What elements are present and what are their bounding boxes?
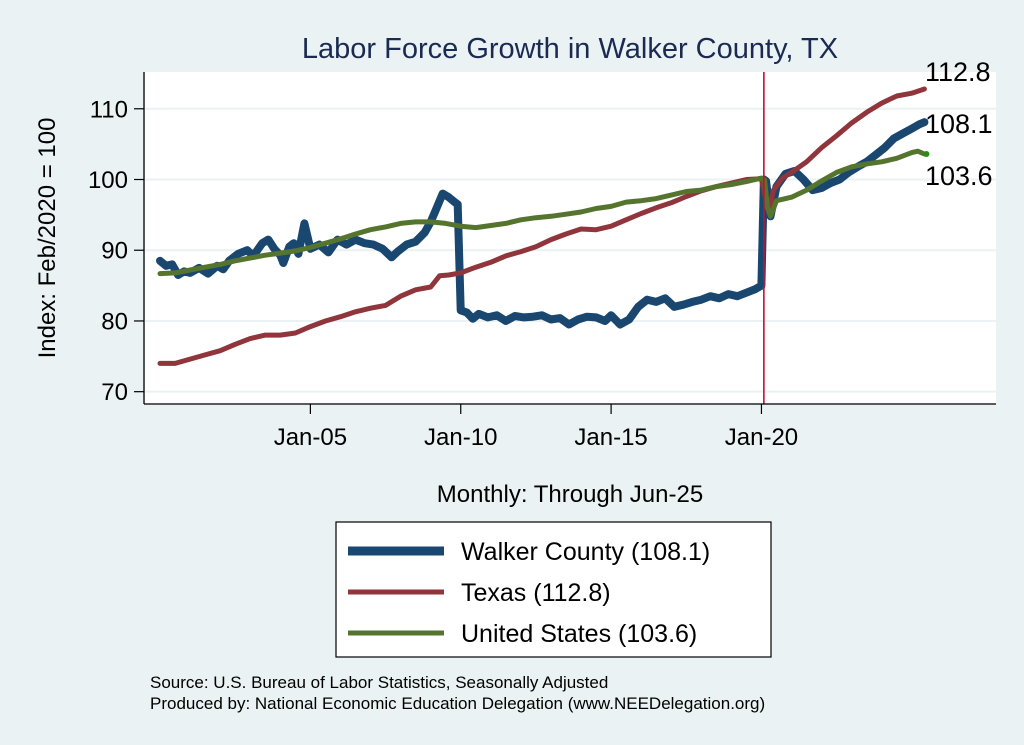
producer-note: Produced by: National Economic Education… (150, 694, 765, 713)
series-layer (156, 86, 930, 366)
x-tick-label: Jan-10 (424, 424, 497, 451)
series-line-united-states (157, 148, 927, 277)
x-axis-ticks: Jan-05 Jan-10 Jan-15 Jan-20 (274, 404, 798, 451)
chart-title: Labor Force Growth in Walker County, TX (302, 33, 838, 65)
end-label-walker-county: 108.1 (925, 109, 993, 139)
x-tick-label: Jan-20 (725, 424, 798, 451)
source-note: Source: U.S. Bureau of Labor Statistics,… (150, 673, 608, 692)
plot-area (145, 72, 996, 403)
legend-label: United States (103.6) (461, 620, 697, 648)
y-tick-label: 80 (101, 308, 128, 335)
legend-label: Texas (112.8) (461, 579, 611, 607)
y-tick-label: 110 (90, 96, 128, 123)
x-tick-label: Jan-05 (274, 424, 347, 451)
y-tick-label: 100 (88, 167, 128, 194)
end-label-texas: 112.8 (925, 57, 991, 87)
x-tick-label: Jan-15 (574, 424, 647, 451)
end-label-united-states: 103.6 (925, 161, 993, 191)
legend: Walker County (108.1) Texas (112.8) United… (348, 538, 710, 648)
end-labels: 108.1 112.8 103.6 (925, 57, 993, 191)
x-axis-title: Monthly: Through Jun-25 (437, 481, 703, 508)
legend-label: Walker County (108.1) (461, 538, 710, 566)
y-tick-label: 70 (101, 379, 128, 406)
y-axis-ticks: 70 80 90 100 110 (88, 96, 144, 406)
y-axis-title: Index: Feb/2020 = 100 (34, 118, 61, 359)
series-line-texas (157, 86, 927, 366)
us-end-point (923, 151, 930, 158)
y-tick-label: 90 (101, 238, 128, 265)
